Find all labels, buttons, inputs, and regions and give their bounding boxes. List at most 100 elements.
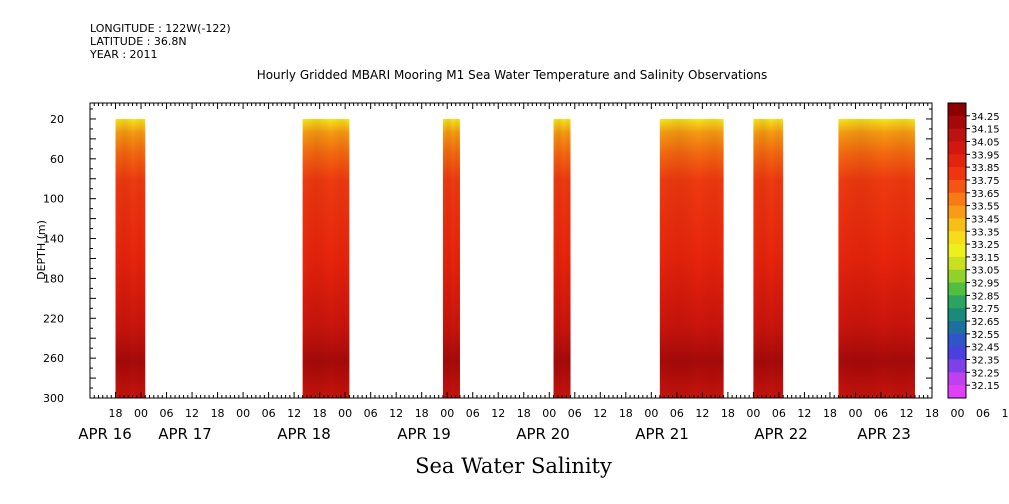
x-date-label: APR 21 xyxy=(635,425,689,443)
x-date-label: APR 17 xyxy=(158,425,212,443)
colorbar-label: 32.55 xyxy=(971,330,1000,341)
data-segment-shade-4 xyxy=(553,118,571,398)
colorbar-swatch xyxy=(948,385,966,399)
x-hour-label: 18 xyxy=(313,407,327,420)
y-tick-label: 100 xyxy=(43,193,64,206)
x-hour-label: 06 xyxy=(874,407,888,420)
colorbar-swatch xyxy=(948,308,966,322)
colorbar-swatch xyxy=(948,128,966,142)
colorbar-swatch xyxy=(948,333,966,348)
data-segment-shade-6 xyxy=(753,118,784,398)
x-hour-label: 12 xyxy=(1002,407,1009,420)
data-segments xyxy=(115,118,915,398)
colorbar-swatch xyxy=(948,115,966,130)
x-hour-label: 12 xyxy=(695,407,709,420)
x-hour-label: 00 xyxy=(644,407,658,420)
x-hour-label: 06 xyxy=(670,407,684,420)
colorbar-label: 32.75 xyxy=(971,304,1000,315)
colorbar-label: 33.95 xyxy=(971,150,1000,161)
colorbar-label: 34.15 xyxy=(971,125,1000,136)
x-hour-label: 12 xyxy=(389,407,403,420)
colorbar-swatch xyxy=(948,269,966,284)
colorbar-label: 32.15 xyxy=(971,381,1000,392)
x-date-label: APR 23 xyxy=(857,425,911,443)
data-segment-shade-3 xyxy=(442,118,460,398)
x-hour-label: 00 xyxy=(746,407,760,420)
x-date-label: APR 18 xyxy=(277,425,331,443)
colorbar-swatch xyxy=(948,372,966,386)
colorbar-swatch xyxy=(948,205,966,219)
colorbar-frame xyxy=(947,102,967,399)
x-hour-label: 12 xyxy=(185,407,199,420)
colorbar-swatch xyxy=(948,282,966,296)
x-date-label: APR 20 xyxy=(516,425,570,443)
x-date-label: APR 19 xyxy=(397,425,451,443)
colorbar-swatch xyxy=(948,218,966,232)
variable-title: Sea Water Salinity xyxy=(415,454,612,478)
x-hour-label: 06 xyxy=(364,407,378,420)
data-segment-shade-7 xyxy=(838,118,915,398)
x-hour-label: 12 xyxy=(797,407,811,420)
colorbar-label: 33.35 xyxy=(971,227,1000,238)
colorbar-label: 33.25 xyxy=(971,240,1000,251)
colorbar-label: 33.05 xyxy=(971,266,1000,277)
plot-frame xyxy=(89,102,933,399)
x-hour-label: 06 xyxy=(262,407,276,420)
colorbar-label: 33.65 xyxy=(971,189,1000,200)
x-hour-label: 06 xyxy=(160,407,174,420)
colorbar-label: 34.25 xyxy=(971,112,1000,123)
colorbar-label: 33.45 xyxy=(971,214,1000,225)
x-hour-label: 00 xyxy=(542,407,556,420)
x-hour-label: 00 xyxy=(848,407,862,420)
metadata-block: LONGITUDE : 122W(-122) LATITUDE : 36.8N … xyxy=(90,22,231,61)
y-tick-label: 20 xyxy=(50,113,64,126)
colorbar-label: 32.65 xyxy=(971,317,1000,328)
y-tick-label: 220 xyxy=(43,312,64,325)
x-hour-label: 06 xyxy=(976,407,990,420)
x-hour-label: 18 xyxy=(517,407,531,420)
x-hour-label: 18 xyxy=(211,407,225,420)
y-tick-label: 260 xyxy=(43,352,64,365)
colorbar-swatch xyxy=(948,141,966,155)
colorbar-label: 33.15 xyxy=(971,253,1000,264)
x-date-label: APR 22 xyxy=(754,425,808,443)
y-tick-label: 140 xyxy=(43,233,64,246)
x-hour-label: 00 xyxy=(236,407,250,420)
latitude-label: LATITUDE : 36.8N xyxy=(90,35,187,48)
x-hour-label: 18 xyxy=(925,407,939,420)
x-hour-label: 12 xyxy=(899,407,913,420)
colorbar-swatch xyxy=(948,346,966,361)
x-hour-label: 18 xyxy=(109,407,123,420)
colorbar-swatch xyxy=(948,167,966,181)
x-hour-label: 06 xyxy=(466,407,480,420)
x-hour-label: 18 xyxy=(619,407,633,420)
x-hour-label: 12 xyxy=(593,407,607,420)
colorbar-label: 32.95 xyxy=(971,279,1000,290)
y-tick-label: 300 xyxy=(43,392,64,405)
data-segment-shade-1 xyxy=(115,118,146,398)
x-date-label: APR 16 xyxy=(78,425,132,443)
x-hour-label: 18 xyxy=(415,407,429,420)
chart-title: Hourly Gridded MBARI Mooring M1 Sea Wate… xyxy=(256,68,768,82)
y-tick-label: 180 xyxy=(43,272,64,285)
colorbar-label: 32.35 xyxy=(971,356,1000,367)
colorbar-swatch xyxy=(948,103,966,117)
colorbar-swatch xyxy=(948,179,966,194)
y-axis: 20 60 100 140 180 220 260 300 xyxy=(43,108,932,405)
colorbar-swatch xyxy=(948,256,966,271)
x-hour-label: 00 xyxy=(134,407,148,420)
colorbar-label: 32.85 xyxy=(971,291,1000,302)
colorbar-label: 33.55 xyxy=(971,202,1000,213)
colorbar-label: 32.45 xyxy=(971,343,1000,354)
data-segment-shade-5 xyxy=(659,118,724,398)
colorbar-swatch xyxy=(948,244,966,258)
x-hour-label: 12 xyxy=(287,407,301,420)
colorbar-label: 33.75 xyxy=(971,176,1000,187)
x-hour-label: 00 xyxy=(951,407,965,420)
x-hour-label: 06 xyxy=(568,407,582,420)
colorbar-swatch xyxy=(948,154,966,168)
x-hour-label: 00 xyxy=(338,407,352,420)
y-axis-label: DEPTH (m) xyxy=(35,220,48,280)
